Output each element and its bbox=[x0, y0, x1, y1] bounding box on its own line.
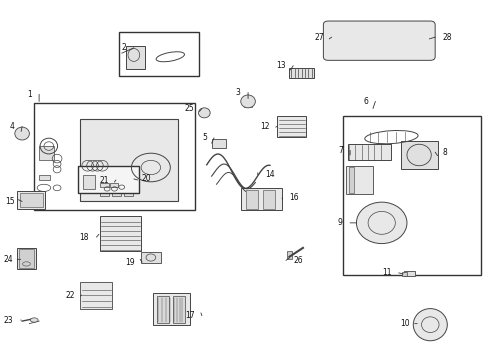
Bar bbox=[110, 183, 118, 187]
Text: 21: 21 bbox=[99, 176, 109, 185]
Bar bbox=[124, 175, 133, 196]
Ellipse shape bbox=[30, 318, 38, 322]
Bar bbox=[241, 188, 282, 210]
Text: 9: 9 bbox=[338, 219, 343, 228]
Bar bbox=[80, 282, 112, 309]
Ellipse shape bbox=[413, 309, 447, 341]
Bar bbox=[141, 252, 161, 263]
Bar bbox=[78, 166, 139, 193]
Text: 27: 27 bbox=[315, 33, 324, 42]
Text: 17: 17 bbox=[185, 311, 195, 320]
Text: 26: 26 bbox=[293, 256, 303, 265]
Text: 14: 14 bbox=[265, 170, 275, 179]
Ellipse shape bbox=[241, 95, 255, 108]
Bar bbox=[402, 272, 407, 276]
Bar bbox=[119, 32, 199, 76]
Text: 5: 5 bbox=[202, 133, 207, 142]
Bar bbox=[100, 175, 109, 196]
Bar bbox=[20, 193, 43, 207]
Text: 25: 25 bbox=[185, 104, 195, 113]
Text: 16: 16 bbox=[290, 193, 299, 202]
Text: 18: 18 bbox=[80, 233, 89, 242]
Bar bbox=[17, 131, 22, 136]
Bar bbox=[212, 139, 226, 148]
Bar bbox=[83, 175, 95, 189]
Bar bbox=[80, 119, 177, 202]
Bar bbox=[404, 271, 415, 276]
Text: 4: 4 bbox=[10, 122, 15, 131]
Text: 3: 3 bbox=[236, 88, 241, 97]
Bar bbox=[157, 296, 170, 323]
Bar bbox=[34, 103, 195, 210]
Bar bbox=[277, 116, 306, 137]
Bar bbox=[349, 167, 354, 193]
Text: 28: 28 bbox=[442, 33, 452, 42]
Text: 11: 11 bbox=[382, 268, 392, 277]
Bar bbox=[287, 251, 292, 258]
Text: 15: 15 bbox=[5, 197, 15, 206]
Bar bbox=[245, 190, 258, 208]
Text: 10: 10 bbox=[400, 319, 410, 328]
Text: 24: 24 bbox=[4, 255, 13, 264]
Bar bbox=[39, 175, 50, 180]
Ellipse shape bbox=[356, 202, 407, 244]
Bar bbox=[343, 116, 481, 275]
Text: 2: 2 bbox=[122, 43, 126, 52]
Ellipse shape bbox=[15, 127, 29, 140]
Text: 20: 20 bbox=[141, 175, 151, 184]
Bar bbox=[418, 314, 427, 336]
Bar bbox=[39, 146, 54, 160]
Text: 1: 1 bbox=[27, 90, 32, 99]
Text: 19: 19 bbox=[125, 258, 135, 267]
Text: 7: 7 bbox=[338, 146, 343, 155]
Bar bbox=[290, 68, 314, 78]
Text: 23: 23 bbox=[4, 315, 13, 324]
Bar bbox=[17, 248, 36, 269]
Text: 8: 8 bbox=[442, 148, 447, 157]
Bar bbox=[263, 190, 275, 208]
Text: 6: 6 bbox=[363, 97, 368, 106]
Bar bbox=[19, 249, 34, 268]
Text: 22: 22 bbox=[65, 291, 74, 300]
Text: 13: 13 bbox=[276, 61, 286, 70]
Bar bbox=[173, 296, 185, 323]
Bar bbox=[401, 141, 438, 169]
Bar bbox=[100, 216, 141, 251]
Bar bbox=[125, 46, 145, 69]
Bar bbox=[100, 183, 109, 187]
Bar bbox=[244, 102, 252, 107]
Bar bbox=[17, 192, 46, 208]
Bar bbox=[153, 293, 190, 325]
Bar bbox=[112, 175, 121, 196]
FancyBboxPatch shape bbox=[323, 21, 435, 60]
Bar bbox=[346, 166, 373, 194]
Bar bbox=[348, 144, 392, 160]
Text: 12: 12 bbox=[260, 122, 270, 131]
Ellipse shape bbox=[198, 108, 210, 118]
